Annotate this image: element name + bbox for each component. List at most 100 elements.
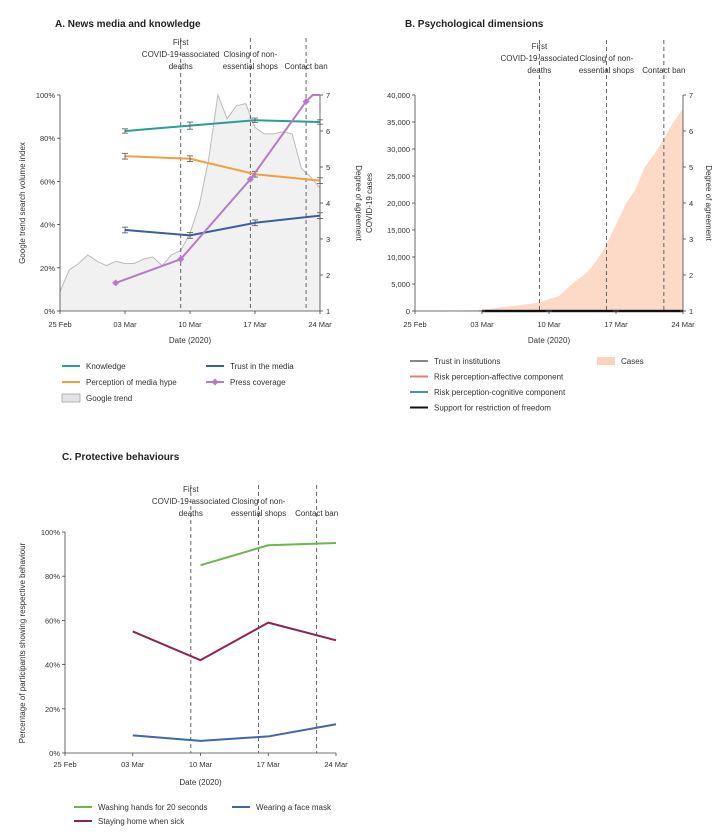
event-label: First bbox=[173, 38, 189, 47]
y-tick-label-left: 0% bbox=[49, 749, 60, 758]
event-label: essential shops bbox=[231, 509, 286, 518]
series-line-mask bbox=[132, 723, 337, 742]
y-tick-label-left: 35,000 bbox=[387, 118, 410, 127]
y-tick-label-left: 20% bbox=[45, 705, 60, 714]
series-line-staying bbox=[132, 621, 337, 662]
x-tick-label: 10 Mar bbox=[189, 760, 213, 769]
legend-label: Washing hands for 20 seconds bbox=[98, 803, 208, 812]
y-tick-label-left: 40% bbox=[45, 661, 60, 670]
y-axis-label-right: Degree of agreement bbox=[704, 165, 713, 241]
y-tick-label-right: 2 bbox=[326, 271, 330, 280]
legend-label: Risk perception-affective component bbox=[434, 373, 564, 382]
y-tick-label-left: 25,000 bbox=[387, 172, 410, 181]
y-tick-label-left: 5,000 bbox=[391, 280, 410, 289]
legend-marker bbox=[211, 378, 219, 386]
legend-label: Press coverage bbox=[230, 378, 286, 387]
x-tick-label: 24 Mar bbox=[324, 760, 348, 769]
legend-label: Support for restriction of freedom bbox=[434, 404, 551, 413]
x-tick-label: 10 Mar bbox=[178, 320, 202, 329]
x-axis-label: Date (2020) bbox=[528, 336, 571, 345]
legend-label: Perception of media hype bbox=[86, 378, 177, 387]
y-tick-label-left: 60% bbox=[45, 616, 60, 625]
event-label: deaths bbox=[179, 509, 203, 518]
y-tick-label-right: 5 bbox=[689, 163, 693, 172]
x-tick-label: 25 Feb bbox=[53, 760, 76, 769]
y-tick-label-right: 7 bbox=[326, 91, 330, 100]
panel-c: C. Protective behaviours 0% 20% 40% 60% 80% 10… bbox=[18, 452, 348, 826]
x-tick-label: 25 Feb bbox=[403, 320, 426, 329]
event-label: deaths bbox=[169, 62, 193, 71]
event-label: Closing of non- bbox=[580, 54, 634, 63]
event-label: COVID-19-associated bbox=[152, 497, 230, 506]
y-axis-label-left: Percentage of participants showing respe… bbox=[18, 542, 27, 743]
panel-title: B. Psychological dimensions bbox=[405, 19, 544, 30]
y-tick-label-right: 4 bbox=[689, 199, 693, 208]
x-tick-label: 03 Mar bbox=[113, 320, 137, 329]
y-tick-label-left: 10,000 bbox=[387, 253, 410, 262]
press-marker bbox=[302, 97, 310, 105]
y-tick-label-left: 100% bbox=[41, 528, 61, 537]
y-tick-label-left: 0% bbox=[44, 307, 55, 316]
y-tick-label-left: 20% bbox=[40, 264, 55, 273]
y-tick-label-left: 40% bbox=[40, 221, 55, 230]
y-tick-label-right: 3 bbox=[689, 235, 693, 244]
x-tick-label: 03 Mar bbox=[470, 320, 494, 329]
legend-label: Knowledge bbox=[86, 362, 126, 371]
legend-label: Google trend bbox=[86, 394, 132, 403]
series-line-knowledge bbox=[124, 119, 321, 132]
event-label: Closing of non- bbox=[223, 50, 277, 59]
event-label: COVID-19-associated bbox=[142, 50, 220, 59]
y-tick-label-left: 80% bbox=[40, 134, 55, 143]
y-tick-label-left: 20,000 bbox=[387, 199, 410, 208]
x-tick-label: 17 Mar bbox=[243, 320, 267, 329]
y-tick-label-left: 0 bbox=[406, 307, 410, 316]
event-label: Contact ban bbox=[295, 509, 338, 518]
x-tick-label: 10 Mar bbox=[537, 320, 561, 329]
event-label: COVID-19-associated bbox=[501, 54, 579, 63]
legend-label: Cases bbox=[621, 357, 644, 366]
legend-label: Trust in the media bbox=[230, 362, 294, 371]
series-line-hype bbox=[124, 155, 321, 182]
y-tick-label-right: 2 bbox=[689, 271, 693, 280]
event-label: Closing of non- bbox=[232, 497, 286, 506]
y-axis-label-left: COVID-19 cases bbox=[365, 173, 374, 233]
panel-a: A. News media and knowledge 0% 20% 40% 60% 80… bbox=[18, 19, 363, 403]
y-tick-label-right: 7 bbox=[689, 91, 693, 100]
panel-title: A. News media and knowledge bbox=[55, 19, 201, 30]
event-label: Contact ban bbox=[285, 62, 328, 71]
y-tick-label-left: 15,000 bbox=[387, 226, 410, 235]
x-axis-label: Date (2020) bbox=[179, 778, 222, 787]
series-line-trust_media bbox=[124, 214, 321, 237]
y-tick-label-left: 80% bbox=[45, 572, 60, 581]
event-label: First bbox=[183, 485, 199, 494]
event-label: essential shops bbox=[223, 62, 278, 71]
x-tick-label: 25 Feb bbox=[48, 320, 71, 329]
press-marker bbox=[177, 255, 185, 263]
y-tick-label-right: 4 bbox=[326, 199, 330, 208]
x-tick-label: 03 Mar bbox=[121, 760, 145, 769]
y-tick-label-left: 30,000 bbox=[387, 145, 410, 154]
legend-label: Staying home when sick bbox=[98, 817, 185, 826]
x-axis-label: Date (2020) bbox=[169, 336, 212, 345]
legend-label: Wearing a face mask bbox=[256, 803, 332, 812]
cases-area bbox=[415, 108, 683, 311]
legend-box bbox=[597, 357, 615, 365]
y-tick-label-right: 3 bbox=[326, 235, 330, 244]
event-label: deaths bbox=[527, 66, 551, 75]
y-tick-label-right: 1 bbox=[326, 307, 330, 316]
y-tick-label-left: 60% bbox=[40, 177, 55, 186]
google-trend-area bbox=[60, 95, 320, 311]
legend-box bbox=[61, 393, 81, 403]
y-axis-label-left: Google trend search volume index bbox=[18, 142, 27, 264]
y-axis-label-right: Degree of agreement bbox=[354, 165, 363, 241]
panel-b: B. Psychological dimensions 0 5,000 10,000 1… bbox=[365, 19, 713, 413]
legend-label: Risk perception-cognitive component bbox=[434, 388, 566, 397]
x-tick-label: 24 Mar bbox=[671, 320, 695, 329]
event-label: essential shops bbox=[579, 66, 634, 75]
y-tick-label-right: 6 bbox=[689, 127, 693, 136]
y-tick-label-right: 5 bbox=[326, 163, 330, 172]
event-label: First bbox=[532, 42, 548, 51]
press-marker bbox=[112, 279, 120, 287]
y-tick-label-right: 6 bbox=[326, 127, 330, 136]
